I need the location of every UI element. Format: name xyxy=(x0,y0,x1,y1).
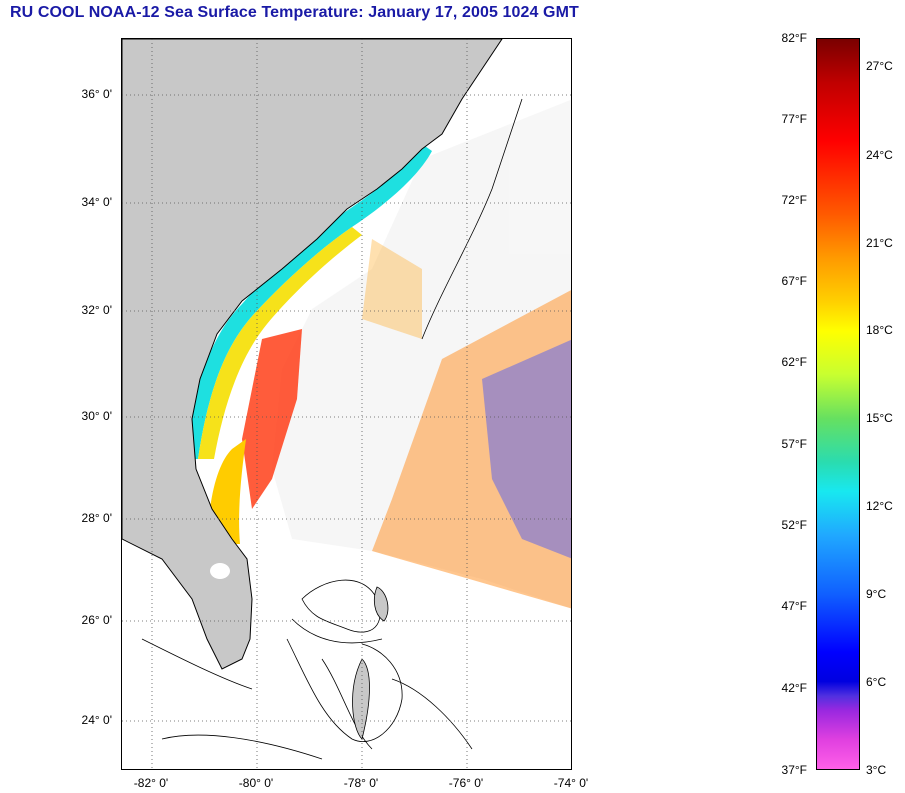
colorbar-f-label: 82°F xyxy=(781,31,807,45)
colorbar-f-label: 62°F xyxy=(781,355,807,369)
colorbar-f-label: 47°F xyxy=(781,599,807,613)
map-title: RU COOL NOAA-12 Sea Surface Temperature:… xyxy=(10,4,579,21)
colorbar-c-label: 12°C xyxy=(866,499,893,513)
reef-islands xyxy=(352,586,389,740)
coastal-band xyxy=(182,144,432,459)
colorbar-f-label: 52°F xyxy=(781,518,807,532)
lat-label: 24° 0' xyxy=(81,713,112,727)
colorbar-f-label: 37°F xyxy=(781,763,807,777)
lat-label: 34° 0' xyxy=(81,195,112,209)
colorbar-c-label: 18°C xyxy=(866,323,893,337)
lat-label: 36° 0' xyxy=(81,87,112,101)
colorbar-c-label: 9°C xyxy=(866,587,887,601)
lat-label: 32° 0' xyxy=(81,303,112,317)
lat-label: 26° 0' xyxy=(81,613,112,627)
sst-map-canvas xyxy=(122,39,571,769)
lon-label: -78° 0' xyxy=(343,776,379,790)
colorbar-c-label: 21°C xyxy=(866,236,893,250)
sst-map xyxy=(121,38,572,770)
colorbar-f-label: 77°F xyxy=(781,112,807,126)
colorbar-c-label: 27°C xyxy=(866,59,893,73)
colorbar-f-label: 72°F xyxy=(781,193,807,207)
colorbar-f-label: 42°F xyxy=(781,681,807,695)
colorbar-c-label: 24°C xyxy=(866,148,893,162)
colorbar-f-label: 67°F xyxy=(781,274,807,288)
lon-label: -82° 0' xyxy=(133,776,169,790)
temperature-colorbar xyxy=(816,38,860,770)
colorbar-c-label: 3°C xyxy=(866,763,887,777)
colorbar-c-label: 6°C xyxy=(866,675,887,689)
lon-label: -80° 0' xyxy=(238,776,274,790)
land-mass xyxy=(122,39,503,670)
lat-label: 30° 0' xyxy=(81,409,112,423)
lat-label: 28° 0' xyxy=(81,511,112,525)
colorbar-c-label: 15°C xyxy=(866,411,893,425)
bathymetry-contours xyxy=(141,98,523,760)
lon-label: -74° 0' xyxy=(553,776,589,790)
colorbar-f-label: 57°F xyxy=(781,437,807,451)
lon-label: -76° 0' xyxy=(448,776,484,790)
